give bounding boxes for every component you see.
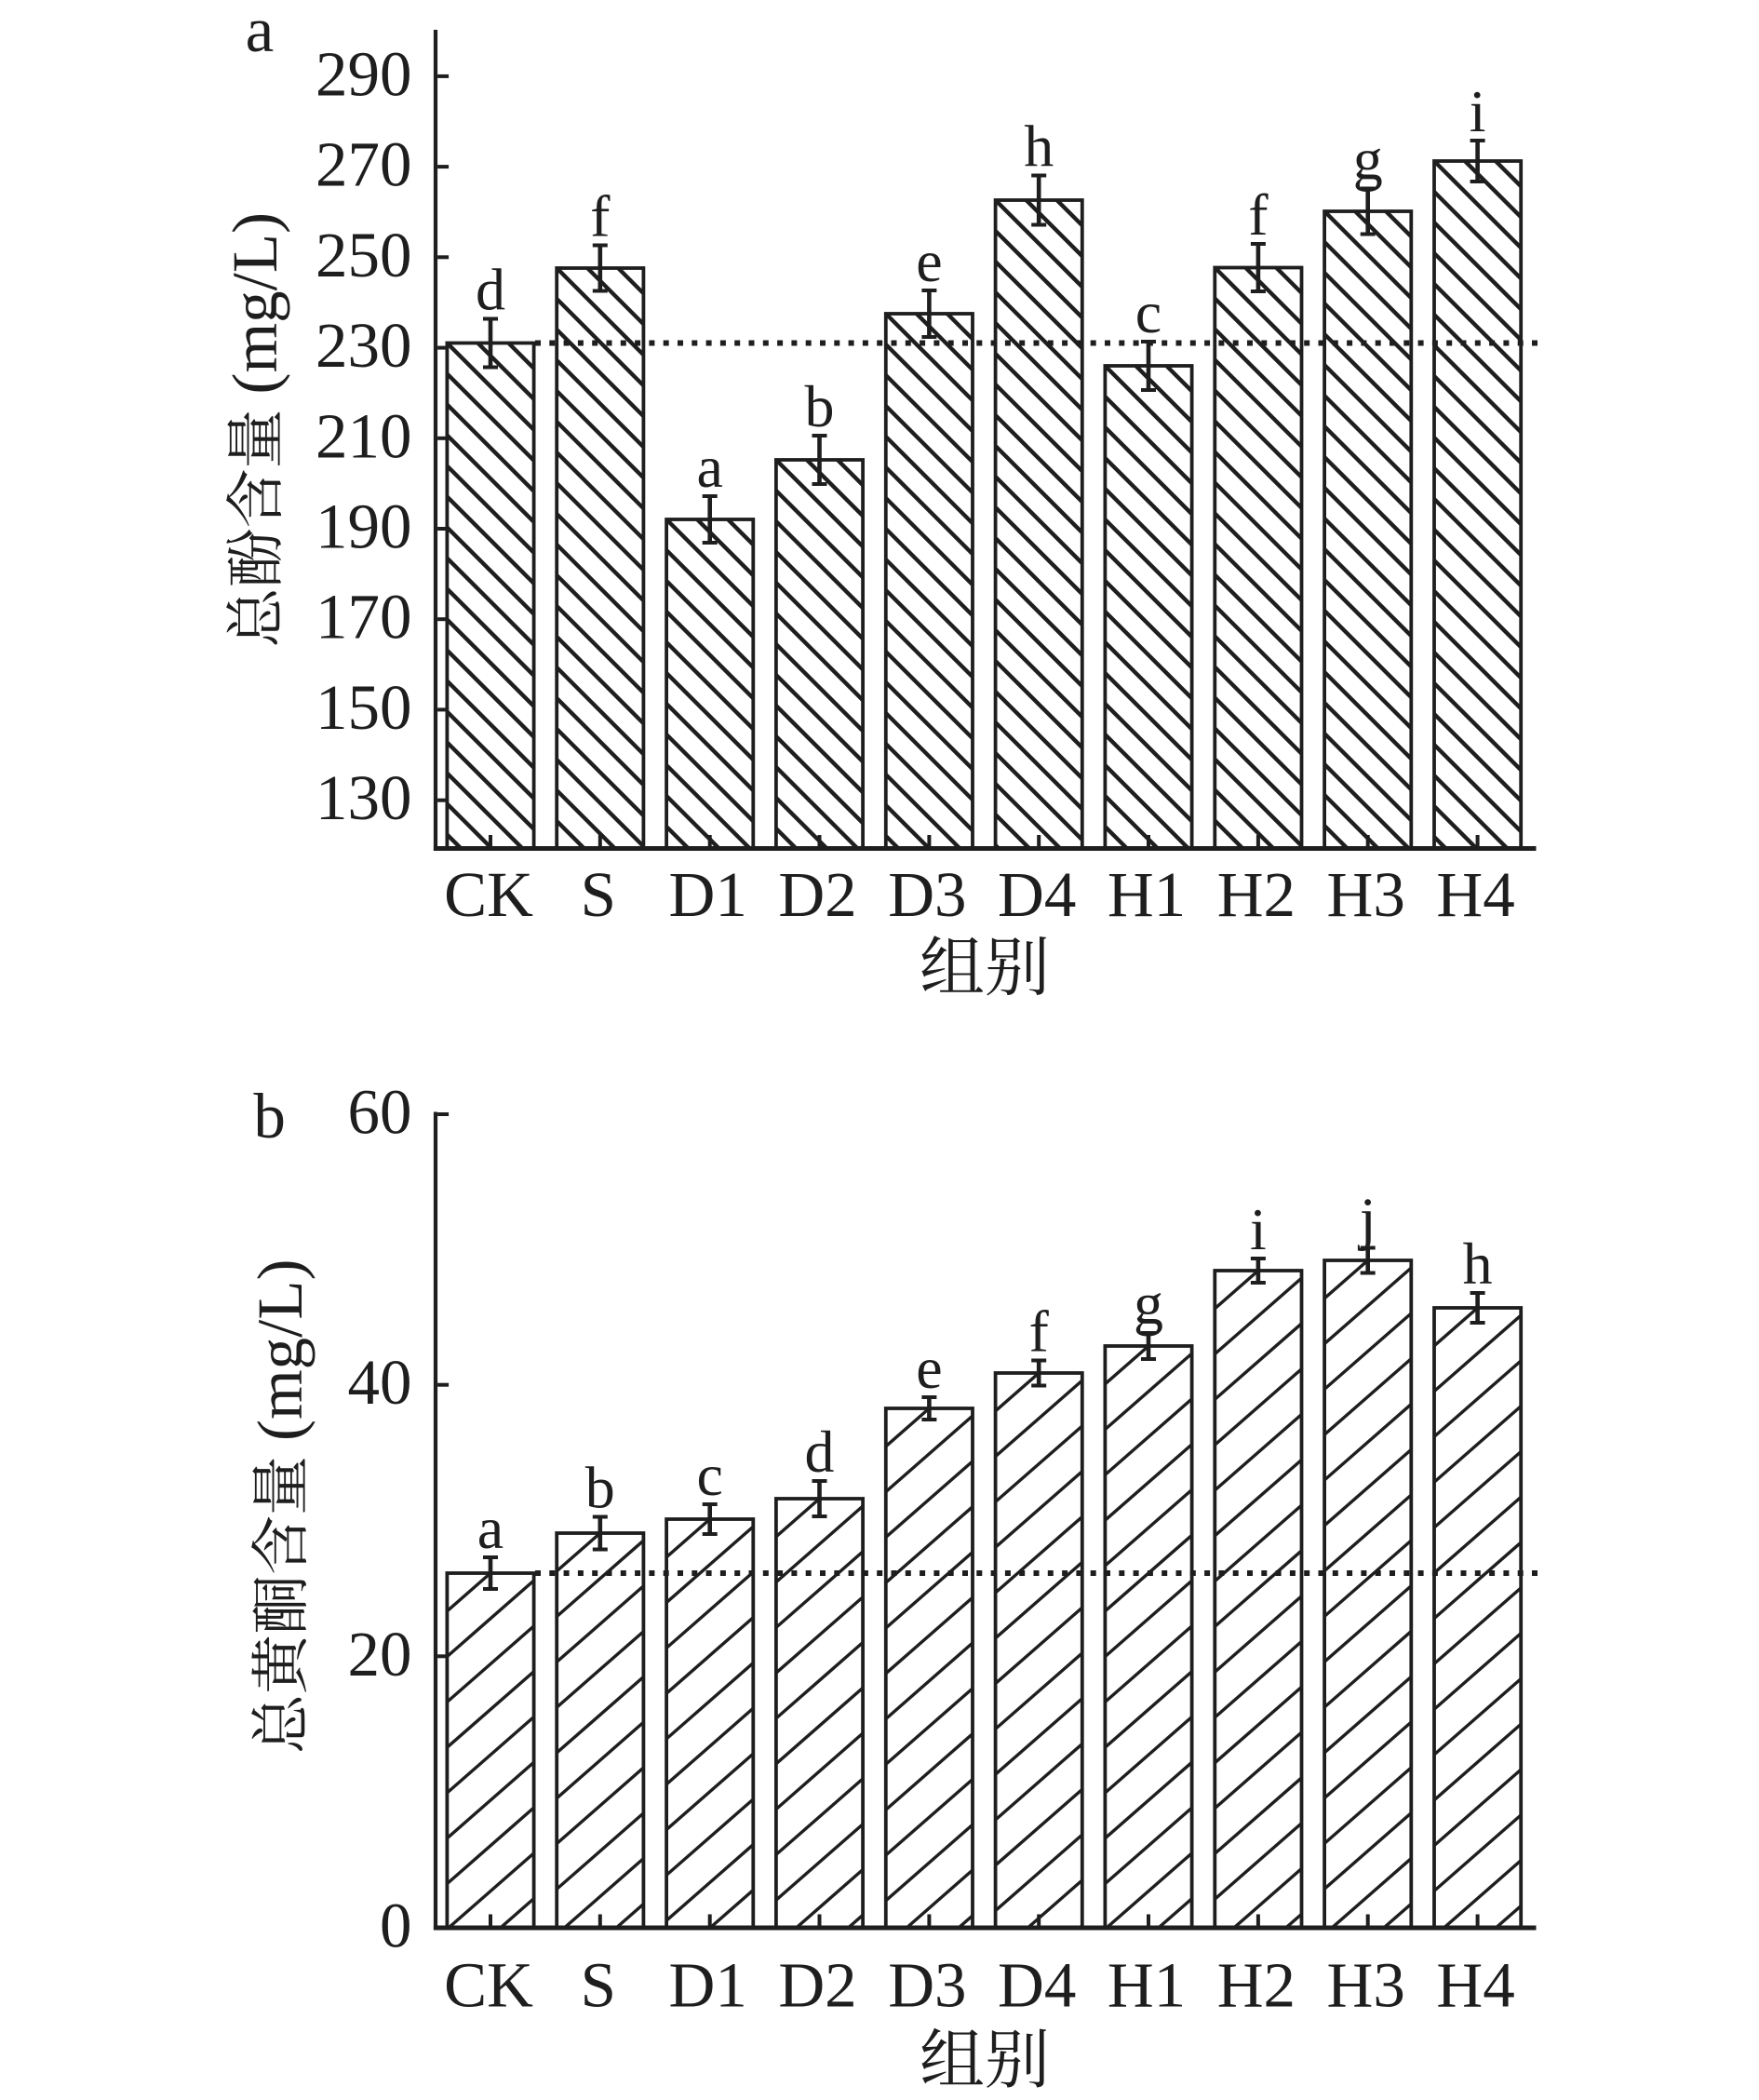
svg-text:c: c [696, 1442, 722, 1508]
svg-text:g: g [1353, 127, 1383, 193]
svg-text:H1: H1 [1108, 859, 1186, 930]
svg-text:(mg/L): (mg/L) [220, 212, 290, 394]
svg-text:D2: D2 [778, 1950, 856, 2021]
svg-text:D4: D4 [998, 1950, 1076, 2021]
svg-text:(mg/L): (mg/L) [245, 1259, 316, 1441]
svg-text:e: e [916, 1335, 942, 1401]
svg-text:S: S [581, 859, 616, 930]
svg-text:130: 130 [316, 762, 412, 833]
svg-text:CK: CK [444, 859, 533, 930]
svg-text:D2: D2 [778, 859, 856, 930]
svg-text:e: e [916, 228, 942, 294]
svg-text:S: S [581, 1950, 616, 2021]
svg-text:H4: H4 [1436, 859, 1514, 930]
svg-text:a: a [477, 1495, 504, 1561]
svg-text:j: j [1358, 1186, 1376, 1252]
svg-text:250: 250 [316, 220, 412, 290]
svg-text:i: i [1250, 1196, 1267, 1262]
svg-text:150: 150 [316, 672, 412, 743]
svg-text:d: d [476, 257, 505, 323]
svg-text:H2: H2 [1217, 859, 1296, 930]
svg-text:b: b [805, 373, 835, 439]
svg-text:270: 270 [316, 129, 412, 200]
svg-text:H2: H2 [1217, 1950, 1296, 2021]
svg-text:170: 170 [316, 582, 412, 653]
svg-text:H3: H3 [1327, 1950, 1405, 2021]
svg-text:f: f [1248, 182, 1269, 248]
svg-text:H3: H3 [1327, 859, 1405, 930]
svg-text:H1: H1 [1108, 1950, 1186, 2021]
svg-text:D1: D1 [669, 859, 747, 930]
svg-text:b: b [585, 1455, 615, 1521]
svg-text:40: 40 [348, 1347, 412, 1418]
svg-text:f: f [1029, 1299, 1050, 1365]
svg-text:60: 60 [348, 1077, 412, 1148]
svg-text:f: f [590, 183, 611, 249]
svg-text:d: d [805, 1419, 835, 1485]
svg-text:D3: D3 [888, 1950, 966, 2021]
svg-text:h: h [1463, 1231, 1493, 1297]
svg-text:c: c [1135, 279, 1161, 345]
svg-text:230: 230 [316, 310, 412, 381]
svg-text:D4: D4 [998, 859, 1076, 930]
svg-text:20: 20 [348, 1619, 412, 1689]
svg-text:D3: D3 [888, 859, 966, 930]
svg-text:a: a [696, 434, 722, 500]
svg-text:190: 190 [316, 491, 412, 562]
svg-text:H4: H4 [1436, 1950, 1514, 2021]
svg-text:b: b [253, 1081, 286, 1151]
svg-text:h: h [1024, 114, 1054, 180]
svg-text:210: 210 [316, 400, 412, 471]
svg-text:CK: CK [444, 1950, 533, 2021]
svg-text:0: 0 [380, 1891, 412, 1961]
svg-text:a: a [246, 0, 275, 65]
svg-text:D1: D1 [669, 1950, 747, 2021]
svg-text:g: g [1134, 1271, 1163, 1337]
svg-text:i: i [1470, 78, 1486, 144]
svg-text:290: 290 [316, 38, 412, 109]
